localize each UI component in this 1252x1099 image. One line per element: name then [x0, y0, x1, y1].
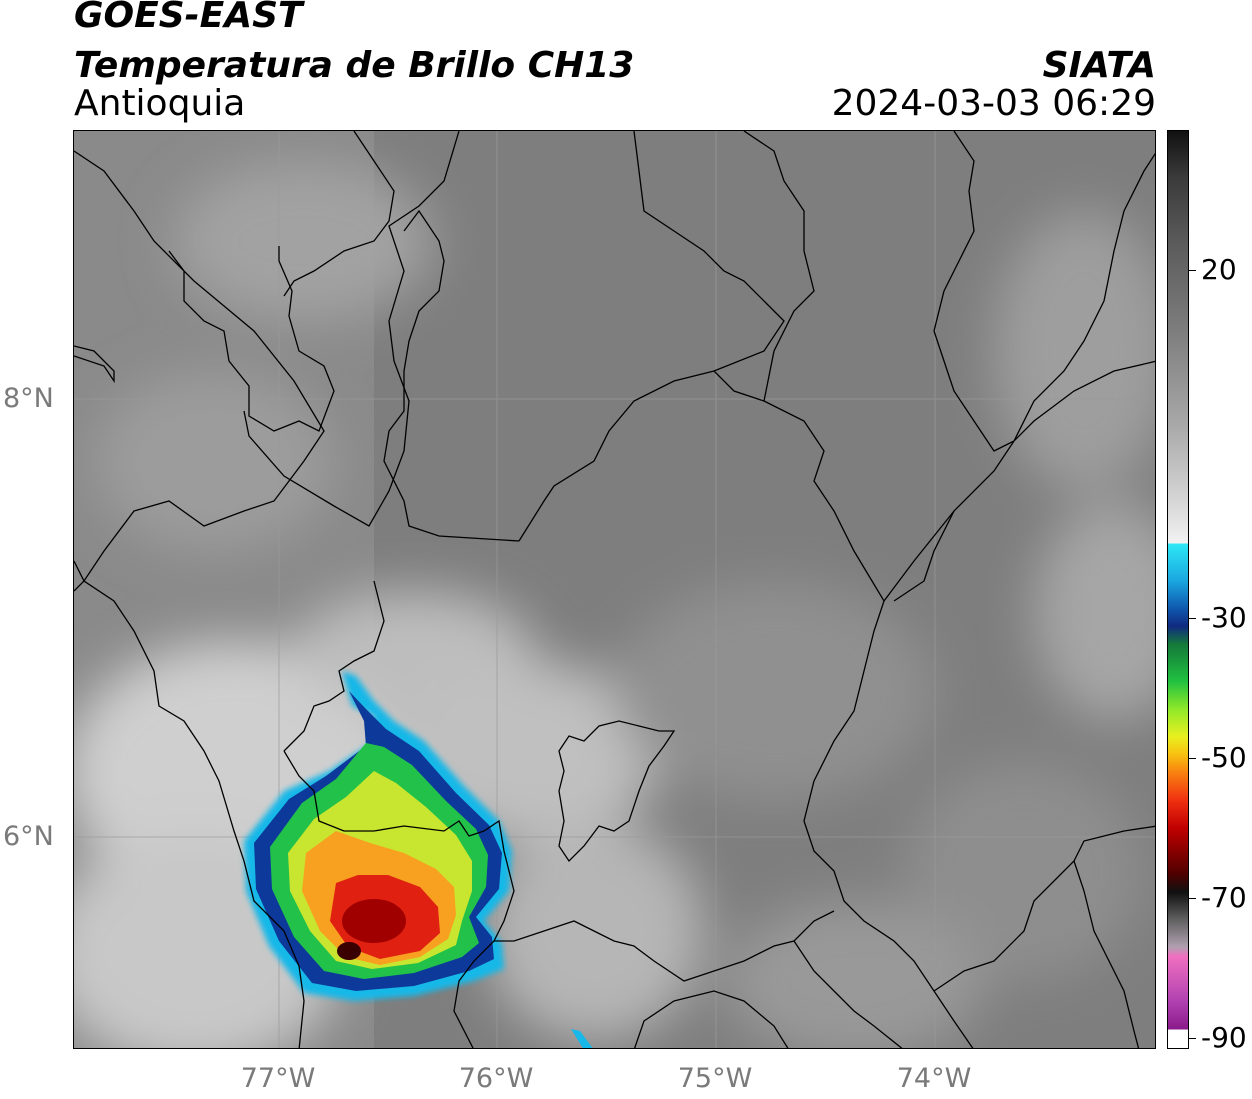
map-subtitle: Temperatura de Brillo CH13: [74, 45, 635, 86]
colorbar-tick: [1189, 758, 1196, 759]
colorbar-label-minus50: -50: [1201, 741, 1247, 774]
convective-storm: [244, 671, 593, 1048]
lat-label-6n: 6°N: [3, 821, 54, 852]
timestamp-label: 2024-03-03 06:29: [831, 83, 1156, 124]
lon-label-75w: 75°W: [677, 1063, 753, 1094]
colorbar-tick: [1189, 898, 1196, 899]
colorbar-tick: [1189, 1038, 1196, 1039]
satellite-image: [74, 131, 1155, 1048]
organization-label: SIATA: [1042, 45, 1156, 86]
colorbar-tick: [1189, 270, 1196, 271]
lon-label-77w: 77°W: [240, 1063, 316, 1094]
lat-label-8n: 8°N: [3, 383, 54, 414]
colorbar-label-minus90: -90: [1201, 1021, 1247, 1054]
colorbar-label-20: 20: [1201, 253, 1237, 286]
cloud-field: [74, 161, 1155, 1048]
temperature-colorbar: [1167, 130, 1189, 1049]
borders: [74, 131, 1155, 1048]
lon-label-76w: 76°W: [458, 1063, 534, 1094]
region-label: Antioquia: [74, 83, 246, 124]
satellite-map[interactable]: [73, 130, 1156, 1049]
colorbar-tick: [1189, 618, 1196, 619]
colorbar-label-minus70: -70: [1201, 881, 1247, 914]
lon-label-74w: 74°W: [896, 1063, 972, 1094]
map-title: GOES-EAST: [74, 0, 303, 36]
colorbar-label-minus30: -30: [1201, 601, 1247, 634]
